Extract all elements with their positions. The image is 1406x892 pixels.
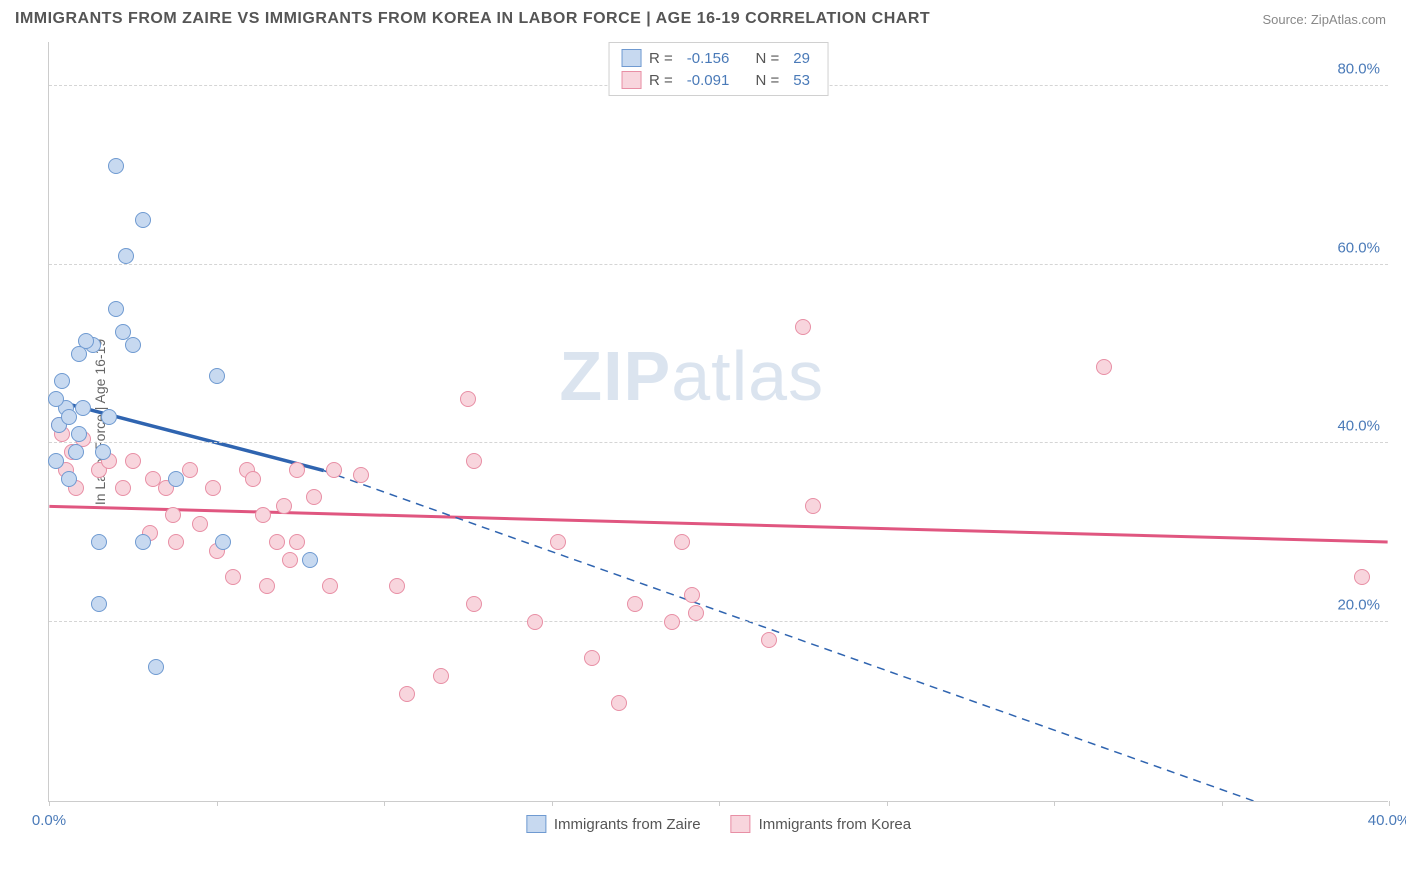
data-point-korea (322, 578, 338, 594)
data-point-zaire (209, 368, 225, 384)
data-point-korea (269, 534, 285, 550)
data-point-korea (245, 471, 261, 487)
square-swatch-icon (621, 71, 641, 89)
data-point-korea (684, 587, 700, 603)
data-point-zaire (91, 534, 107, 550)
data-point-korea (182, 462, 198, 478)
data-point-zaire (148, 659, 164, 675)
y-tick-label: 40.0% (1337, 418, 1380, 435)
data-point-korea (460, 391, 476, 407)
y-tick-label: 60.0% (1337, 239, 1380, 256)
x-tick-mark (1389, 801, 1390, 806)
data-point-korea (192, 516, 208, 532)
data-point-korea (584, 650, 600, 666)
data-point-zaire (101, 409, 117, 425)
series-legend: Immigrants from Zaire Immigrants from Ko… (526, 815, 911, 833)
data-point-korea (165, 507, 181, 523)
data-point-korea (282, 552, 298, 568)
data-point-zaire (215, 534, 231, 550)
data-point-korea (255, 507, 271, 523)
data-point-zaire (48, 391, 64, 407)
data-point-korea (466, 596, 482, 612)
data-point-zaire (71, 426, 87, 442)
data-point-korea (225, 569, 241, 585)
x-tick-label: 40.0% (1368, 812, 1406, 829)
data-point-korea (125, 453, 141, 469)
data-point-korea (688, 605, 704, 621)
square-swatch-icon (621, 49, 641, 67)
square-swatch-icon (526, 815, 546, 833)
watermark: ZIPatlas (559, 336, 824, 416)
data-point-korea (550, 534, 566, 550)
gridline (49, 621, 1388, 622)
gridline (49, 264, 1388, 265)
data-point-zaire (95, 444, 111, 460)
data-point-korea (289, 462, 305, 478)
data-point-zaire (91, 596, 107, 612)
scatter-chart: In Labor Force | Age 16-19 ZIPatlas R = … (48, 42, 1388, 802)
correlation-legend: R = -0.156 N = 29 R = -0.091 N = 53 (608, 42, 829, 96)
data-point-korea (761, 632, 777, 648)
legend-item-korea: Immigrants from Korea (731, 815, 912, 833)
chart-title: IMMIGRANTS FROM ZAIRE VS IMMIGRANTS FROM… (15, 10, 930, 28)
trend-lines (49, 42, 1388, 801)
data-point-korea (205, 480, 221, 496)
data-point-zaire (75, 400, 91, 416)
data-point-korea (527, 614, 543, 630)
x-tick-mark (49, 801, 50, 806)
x-tick-mark (1054, 801, 1055, 806)
x-tick-mark (384, 801, 385, 806)
source-attribution: Source: ZipAtlas.com (1262, 12, 1386, 27)
gridline (49, 442, 1388, 443)
data-point-korea (795, 319, 811, 335)
data-point-korea (627, 596, 643, 612)
data-point-korea (276, 498, 292, 514)
data-point-zaire (108, 301, 124, 317)
data-point-korea (433, 668, 449, 684)
legend-row-zaire: R = -0.156 N = 29 (621, 47, 816, 69)
data-point-zaire (54, 373, 70, 389)
data-point-korea (805, 498, 821, 514)
data-point-korea (326, 462, 342, 478)
x-tick-label: 0.0% (32, 812, 66, 829)
data-point-korea (1354, 569, 1370, 585)
data-point-korea (289, 534, 305, 550)
legend-item-zaire: Immigrants from Zaire (526, 815, 701, 833)
x-tick-mark (1222, 801, 1223, 806)
data-point-zaire (68, 444, 84, 460)
data-point-korea (115, 480, 131, 496)
y-tick-label: 20.0% (1337, 597, 1380, 614)
data-point-korea (466, 453, 482, 469)
data-point-zaire (118, 248, 134, 264)
data-point-korea (674, 534, 690, 550)
square-swatch-icon (731, 815, 751, 833)
data-point-zaire (48, 453, 64, 469)
data-point-zaire (61, 471, 77, 487)
x-tick-mark (217, 801, 218, 806)
data-point-korea (399, 686, 415, 702)
data-point-korea (389, 578, 405, 594)
data-point-zaire (71, 346, 87, 362)
data-point-korea (168, 534, 184, 550)
data-point-korea (259, 578, 275, 594)
x-tick-mark (719, 801, 720, 806)
y-tick-label: 80.0% (1337, 60, 1380, 77)
data-point-zaire (108, 158, 124, 174)
data-point-zaire (168, 471, 184, 487)
data-point-zaire (135, 534, 151, 550)
legend-row-korea: R = -0.091 N = 53 (621, 69, 816, 91)
data-point-korea (353, 467, 369, 483)
data-point-zaire (135, 212, 151, 228)
x-tick-mark (887, 801, 888, 806)
data-point-korea (664, 614, 680, 630)
data-point-zaire (302, 552, 318, 568)
data-point-korea (306, 489, 322, 505)
x-tick-mark (552, 801, 553, 806)
data-point-zaire (125, 337, 141, 353)
data-point-korea (1096, 359, 1112, 375)
data-point-korea (611, 695, 627, 711)
